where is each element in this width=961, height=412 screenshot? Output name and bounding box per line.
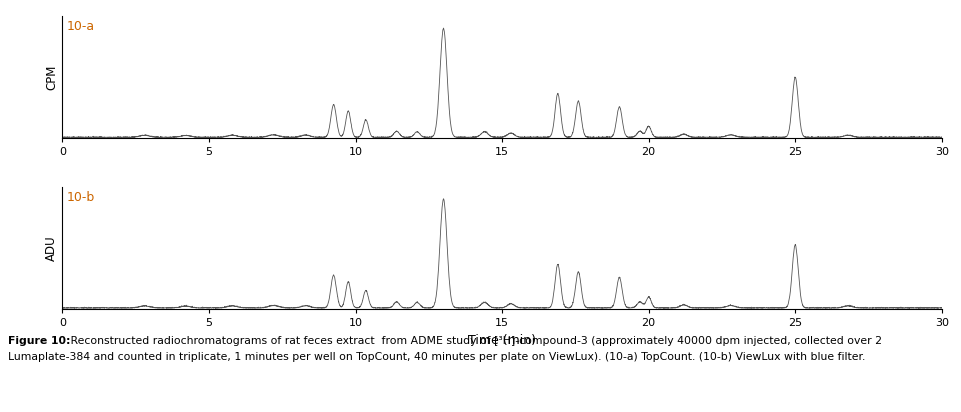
- Text: 10-a: 10-a: [67, 20, 95, 33]
- X-axis label: Time (min): Time (min): [468, 334, 536, 346]
- Text: Figure 10:: Figure 10:: [8, 336, 70, 346]
- Text: Reconstructed radiochromatograms of rat feces extract  from ADME study of [³H]-c: Reconstructed radiochromatograms of rat …: [67, 336, 882, 346]
- Text: 10-b: 10-b: [67, 191, 95, 204]
- Y-axis label: CPM: CPM: [45, 65, 59, 90]
- Text: Lumaplate-384 and counted in triplicate, 1 minutes per well on TopCount, 40 minu: Lumaplate-384 and counted in triplicate,…: [8, 352, 865, 362]
- Y-axis label: ADU: ADU: [45, 235, 59, 261]
